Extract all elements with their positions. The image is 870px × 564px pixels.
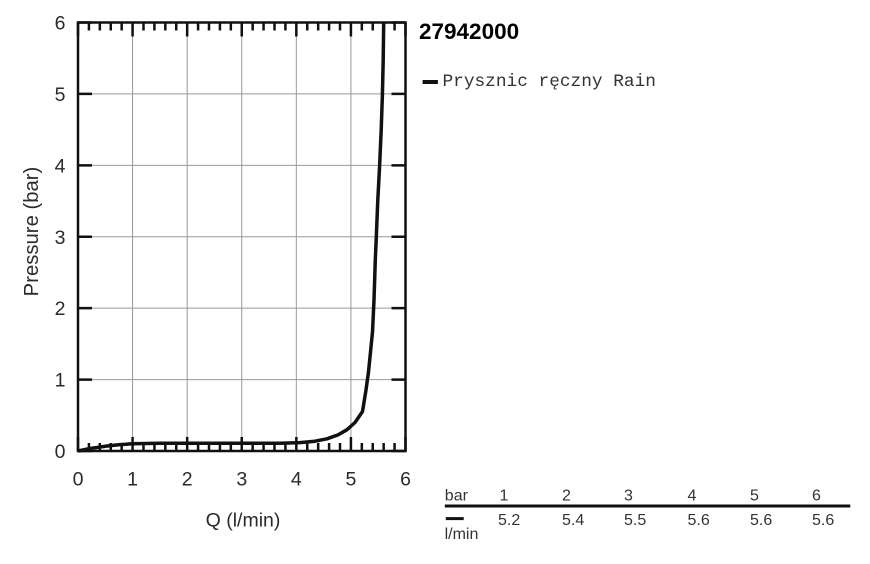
- svg-text:5.4: 5.4: [562, 512, 584, 529]
- svg-text:27942000: 27942000: [419, 19, 519, 44]
- svg-text:5: 5: [750, 488, 759, 505]
- svg-text:1: 1: [55, 370, 66, 392]
- svg-text:0: 0: [55, 441, 66, 463]
- svg-text:5.6: 5.6: [688, 512, 710, 529]
- svg-text:2: 2: [182, 469, 193, 491]
- svg-text:5.6: 5.6: [750, 512, 772, 529]
- svg-text:1: 1: [500, 488, 509, 505]
- svg-text:5.2: 5.2: [498, 512, 520, 529]
- svg-text:bar: bar: [445, 488, 469, 505]
- svg-text:Pressure (bar): Pressure (bar): [21, 167, 43, 297]
- svg-text:6: 6: [812, 488, 821, 505]
- svg-text:1: 1: [127, 469, 138, 491]
- svg-text:4: 4: [688, 488, 697, 505]
- svg-text:4: 4: [55, 155, 66, 177]
- svg-text:Prysznic ręczny Rain: Prysznic ręczny Rain: [443, 72, 656, 92]
- svg-text:4: 4: [291, 469, 302, 491]
- svg-text:5.5: 5.5: [624, 512, 646, 529]
- svg-text:5: 5: [345, 469, 356, 491]
- svg-text:5.6: 5.6: [812, 512, 834, 529]
- svg-text:2: 2: [55, 298, 66, 320]
- svg-text:2: 2: [562, 488, 571, 505]
- svg-text:0: 0: [73, 469, 84, 491]
- svg-text:3: 3: [55, 227, 66, 249]
- svg-text:Q (l/min): Q (l/min): [206, 510, 281, 532]
- svg-text:5: 5: [55, 84, 66, 106]
- svg-text:l/min: l/min: [445, 526, 479, 543]
- svg-text:3: 3: [624, 488, 633, 505]
- svg-text:6: 6: [400, 469, 411, 491]
- svg-text:6: 6: [55, 13, 66, 35]
- svg-text:3: 3: [236, 469, 247, 491]
